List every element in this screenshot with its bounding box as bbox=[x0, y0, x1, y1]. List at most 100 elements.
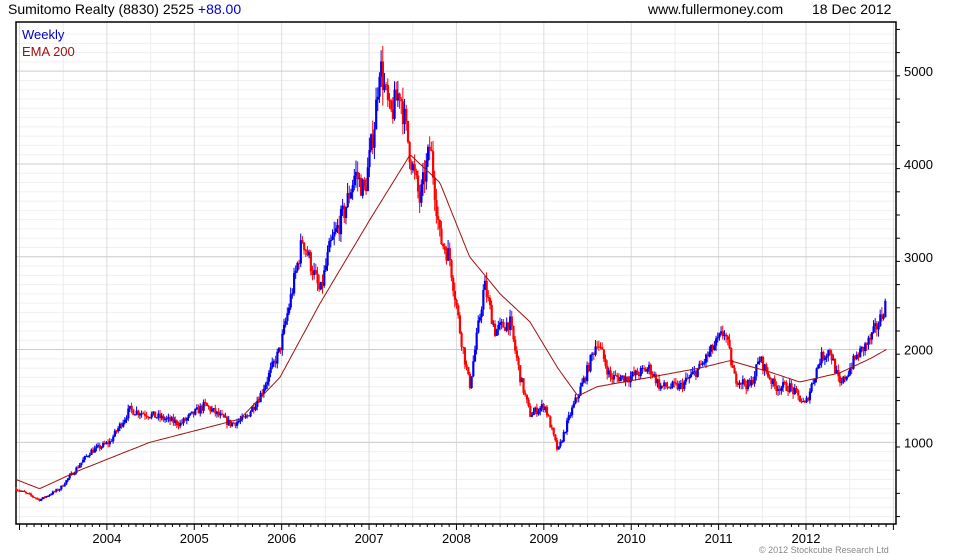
candle-body bbox=[611, 376, 614, 380]
candle-body bbox=[135, 410, 138, 415]
y-tick-label: 3000 bbox=[904, 250, 933, 265]
candle-body bbox=[850, 368, 853, 370]
candle-body bbox=[195, 407, 199, 410]
candle-body bbox=[574, 397, 577, 404]
candle-body bbox=[120, 423, 123, 427]
candle-body bbox=[659, 385, 662, 389]
candle-body bbox=[363, 179, 366, 188]
candle-body bbox=[760, 356, 763, 361]
x-tick-label: 2005 bbox=[180, 531, 209, 546]
candle-body bbox=[852, 355, 855, 369]
candle-body bbox=[658, 379, 661, 389]
candle-body bbox=[827, 350, 830, 357]
candle-body bbox=[807, 397, 810, 401]
candle-body bbox=[157, 413, 160, 418]
candle-body bbox=[477, 320, 480, 333]
candle-body bbox=[234, 422, 237, 426]
candle-body bbox=[790, 383, 793, 388]
candle-body bbox=[592, 353, 596, 355]
candle-body bbox=[495, 329, 498, 336]
candle-body bbox=[648, 364, 651, 370]
candle-body bbox=[256, 400, 259, 407]
candle-body bbox=[200, 405, 204, 411]
candle-body bbox=[768, 376, 771, 380]
candle-body bbox=[527, 399, 530, 407]
candle-body bbox=[550, 427, 554, 429]
candle-body bbox=[716, 337, 719, 339]
candle-body bbox=[217, 411, 220, 416]
candle-body bbox=[750, 380, 753, 386]
candle-body bbox=[220, 413, 224, 415]
candle-body bbox=[296, 262, 299, 271]
x-tick-label: 2007 bbox=[355, 531, 384, 546]
candle-body bbox=[85, 456, 88, 458]
candle-body bbox=[113, 430, 117, 437]
candle-body bbox=[239, 419, 242, 421]
candle-body bbox=[366, 167, 369, 192]
candle-body bbox=[730, 348, 733, 366]
candle-body bbox=[785, 382, 788, 391]
candle-body bbox=[231, 422, 234, 427]
candle-body bbox=[226, 416, 229, 425]
candle-body bbox=[823, 357, 827, 360]
candle-body bbox=[63, 484, 66, 487]
candle-body bbox=[594, 346, 597, 355]
candle-body bbox=[132, 409, 135, 415]
candle-body bbox=[303, 242, 306, 250]
candle-body bbox=[222, 414, 225, 418]
candle-body bbox=[874, 323, 877, 327]
chart-date: 18 Dec 2012 bbox=[812, 1, 892, 17]
candle-body bbox=[579, 386, 582, 396]
candle-body bbox=[23, 490, 26, 493]
candle-body bbox=[78, 465, 81, 468]
candle-body bbox=[237, 420, 240, 422]
candle-body bbox=[649, 364, 652, 375]
candle-body bbox=[743, 379, 746, 385]
candle-body bbox=[859, 348, 862, 358]
candle-body bbox=[467, 367, 470, 375]
candle-body bbox=[326, 252, 329, 266]
candle-body bbox=[184, 418, 187, 421]
candle-body bbox=[182, 418, 185, 424]
site-url[interactable]: www.fullermoney.com bbox=[648, 1, 784, 17]
candle-body bbox=[138, 414, 142, 416]
candle-body bbox=[150, 413, 153, 418]
candle-body bbox=[480, 309, 483, 318]
candle-body bbox=[691, 371, 694, 375]
candle-body bbox=[869, 337, 872, 340]
candle-body bbox=[475, 332, 478, 350]
candle-body bbox=[460, 332, 463, 347]
candle-body bbox=[31, 495, 34, 497]
candle-body bbox=[247, 415, 250, 417]
candle-body bbox=[328, 241, 331, 253]
candle-body bbox=[108, 441, 111, 445]
legend-ema: EMA 200 bbox=[22, 44, 75, 59]
candle-body bbox=[148, 417, 152, 419]
candle-body bbox=[586, 365, 589, 382]
candle-body bbox=[651, 374, 654, 376]
candle-body bbox=[95, 446, 98, 449]
candle-body bbox=[817, 365, 820, 369]
candle-body bbox=[207, 405, 210, 408]
candle-body bbox=[236, 421, 239, 426]
candle-body bbox=[192, 411, 195, 415]
candle-body bbox=[502, 321, 505, 328]
candle-body bbox=[832, 359, 835, 361]
candle-body bbox=[812, 382, 815, 384]
candle-body bbox=[30, 493, 33, 496]
candle-body bbox=[58, 489, 61, 491]
candle-body bbox=[840, 382, 843, 384]
candle-body bbox=[554, 434, 557, 441]
candle-body bbox=[102, 443, 105, 447]
candle-body bbox=[601, 347, 604, 350]
candle-body bbox=[140, 413, 143, 415]
candle-body bbox=[194, 409, 197, 415]
candle-body bbox=[612, 375, 616, 380]
candle-body bbox=[289, 294, 292, 308]
candle-body bbox=[880, 314, 884, 319]
candle-body bbox=[25, 492, 28, 494]
candle-body bbox=[555, 440, 559, 450]
y-tick-label: 2000 bbox=[904, 343, 933, 358]
candle-body bbox=[75, 467, 78, 473]
candle-body bbox=[319, 282, 323, 290]
